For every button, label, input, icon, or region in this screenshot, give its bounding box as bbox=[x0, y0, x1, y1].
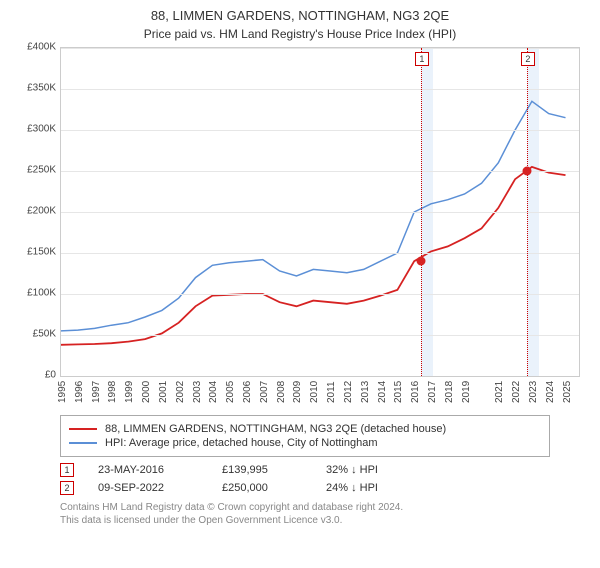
legend-item: HPI: Average price, detached house, City… bbox=[69, 437, 541, 449]
x-tick-label: 2014 bbox=[377, 381, 388, 403]
gridline bbox=[61, 335, 579, 336]
series-property bbox=[61, 167, 566, 345]
x-tick-label: 1996 bbox=[74, 381, 85, 403]
x-tick-label: 1997 bbox=[91, 381, 102, 403]
x-tick-label: 2017 bbox=[427, 381, 438, 403]
sale-marker bbox=[416, 257, 425, 266]
x-tick-label: 2021 bbox=[494, 381, 505, 403]
legend-swatch bbox=[69, 428, 97, 430]
y-tick-label: £300K bbox=[27, 124, 56, 135]
y-tick-label: £100K bbox=[27, 288, 56, 299]
footer: Contains HM Land Registry data © Crown c… bbox=[60, 501, 550, 527]
x-tick-label: 2018 bbox=[444, 381, 455, 403]
y-tick-label: £150K bbox=[27, 247, 56, 258]
x-tick-label: 2025 bbox=[562, 381, 573, 403]
series-hpi bbox=[61, 101, 566, 331]
y-tick-label: £50K bbox=[33, 329, 56, 340]
x-tick-label: 1999 bbox=[124, 381, 135, 403]
x-tick-label: 2024 bbox=[545, 381, 556, 403]
x-tick-label: 2008 bbox=[276, 381, 287, 403]
gridline bbox=[61, 48, 579, 49]
x-tick-label: 2012 bbox=[343, 381, 354, 403]
event-line bbox=[527, 48, 528, 376]
x-tick-label: 2009 bbox=[292, 381, 303, 403]
sale-marker bbox=[522, 167, 531, 176]
x-tick-label: 2006 bbox=[242, 381, 253, 403]
x-tick-label: 2019 bbox=[461, 381, 472, 403]
event-row: 2 09-SEP-2022 £250,000 24% ↓ HPI bbox=[60, 481, 550, 495]
event-date: 09-SEP-2022 bbox=[98, 482, 198, 494]
x-tick-label: 2007 bbox=[259, 381, 270, 403]
event-number: 2 bbox=[60, 481, 74, 495]
x-tick-label: 2016 bbox=[410, 381, 421, 403]
x-tick-label: 2002 bbox=[175, 381, 186, 403]
chart-container: £0£50K£100K£150K£200K£250K£300K£350K£400… bbox=[20, 47, 580, 407]
gridline bbox=[61, 253, 579, 254]
x-tick-label: 2001 bbox=[158, 381, 169, 403]
y-tick-label: £350K bbox=[27, 83, 56, 94]
legend-item: 88, LIMMEN GARDENS, NOTTINGHAM, NG3 2QE … bbox=[69, 423, 541, 435]
x-tick-label: 1998 bbox=[107, 381, 118, 403]
event-row: 1 23-MAY-2016 £139,995 32% ↓ HPI bbox=[60, 463, 550, 477]
event-marker-box: 2 bbox=[521, 52, 535, 66]
event-date: 23-MAY-2016 bbox=[98, 464, 198, 476]
y-tick-label: £200K bbox=[27, 206, 56, 217]
plot-area: 12 bbox=[60, 47, 580, 377]
footer-line2: This data is licensed under the Open Gov… bbox=[60, 514, 550, 527]
x-tick-label: 1995 bbox=[57, 381, 68, 403]
x-tick-label: 2013 bbox=[360, 381, 371, 403]
event-line bbox=[421, 48, 422, 376]
legend-swatch bbox=[69, 442, 97, 444]
x-axis: 1995 1996 1997 1998 1999 2000 2001 2002 2003 2004… bbox=[60, 377, 580, 407]
gridline bbox=[61, 294, 579, 295]
x-tick-label: 2000 bbox=[141, 381, 152, 403]
legend-label: HPI: Average price, detached house, City… bbox=[105, 437, 378, 449]
footer-line1: Contains HM Land Registry data © Crown c… bbox=[60, 501, 550, 514]
event-marker-box: 1 bbox=[415, 52, 429, 66]
gridline bbox=[61, 171, 579, 172]
event-number: 1 bbox=[60, 463, 74, 477]
y-axis: £0£50K£100K£150K£200K£250K£300K£350K£400… bbox=[20, 47, 60, 407]
event-pct: 32% ↓ HPI bbox=[326, 464, 416, 476]
x-tick-label: 2011 bbox=[326, 381, 337, 403]
x-tick-label: 2004 bbox=[208, 381, 219, 403]
event-price: £139,995 bbox=[222, 464, 302, 476]
y-tick-label: £250K bbox=[27, 165, 56, 176]
gridline bbox=[61, 130, 579, 131]
x-tick-label: 2010 bbox=[309, 381, 320, 403]
x-tick-label: 2022 bbox=[511, 381, 522, 403]
event-table: 1 23-MAY-2016 £139,995 32% ↓ HPI 2 09-SEP-202… bbox=[60, 463, 550, 495]
y-tick-label: £0 bbox=[45, 370, 56, 381]
legend: 88, LIMMEN GARDENS, NOTTINGHAM, NG3 2QE … bbox=[60, 415, 550, 457]
gridline bbox=[61, 89, 579, 90]
page-title: 88, LIMMEN GARDENS, NOTTINGHAM, NG3 2QE bbox=[0, 8, 600, 23]
legend-label: 88, LIMMEN GARDENS, NOTTINGHAM, NG3 2QE … bbox=[105, 423, 446, 435]
x-tick-label: 2015 bbox=[393, 381, 404, 403]
x-tick-label: 2005 bbox=[225, 381, 236, 403]
event-price: £250,000 bbox=[222, 482, 302, 494]
x-tick-label: 2003 bbox=[192, 381, 203, 403]
x-tick-label: 2023 bbox=[528, 381, 539, 403]
page-subtitle: Price paid vs. HM Land Registry's House … bbox=[0, 27, 600, 41]
gridline bbox=[61, 212, 579, 213]
y-tick-label: £400K bbox=[27, 42, 56, 53]
event-pct: 24% ↓ HPI bbox=[326, 482, 416, 494]
